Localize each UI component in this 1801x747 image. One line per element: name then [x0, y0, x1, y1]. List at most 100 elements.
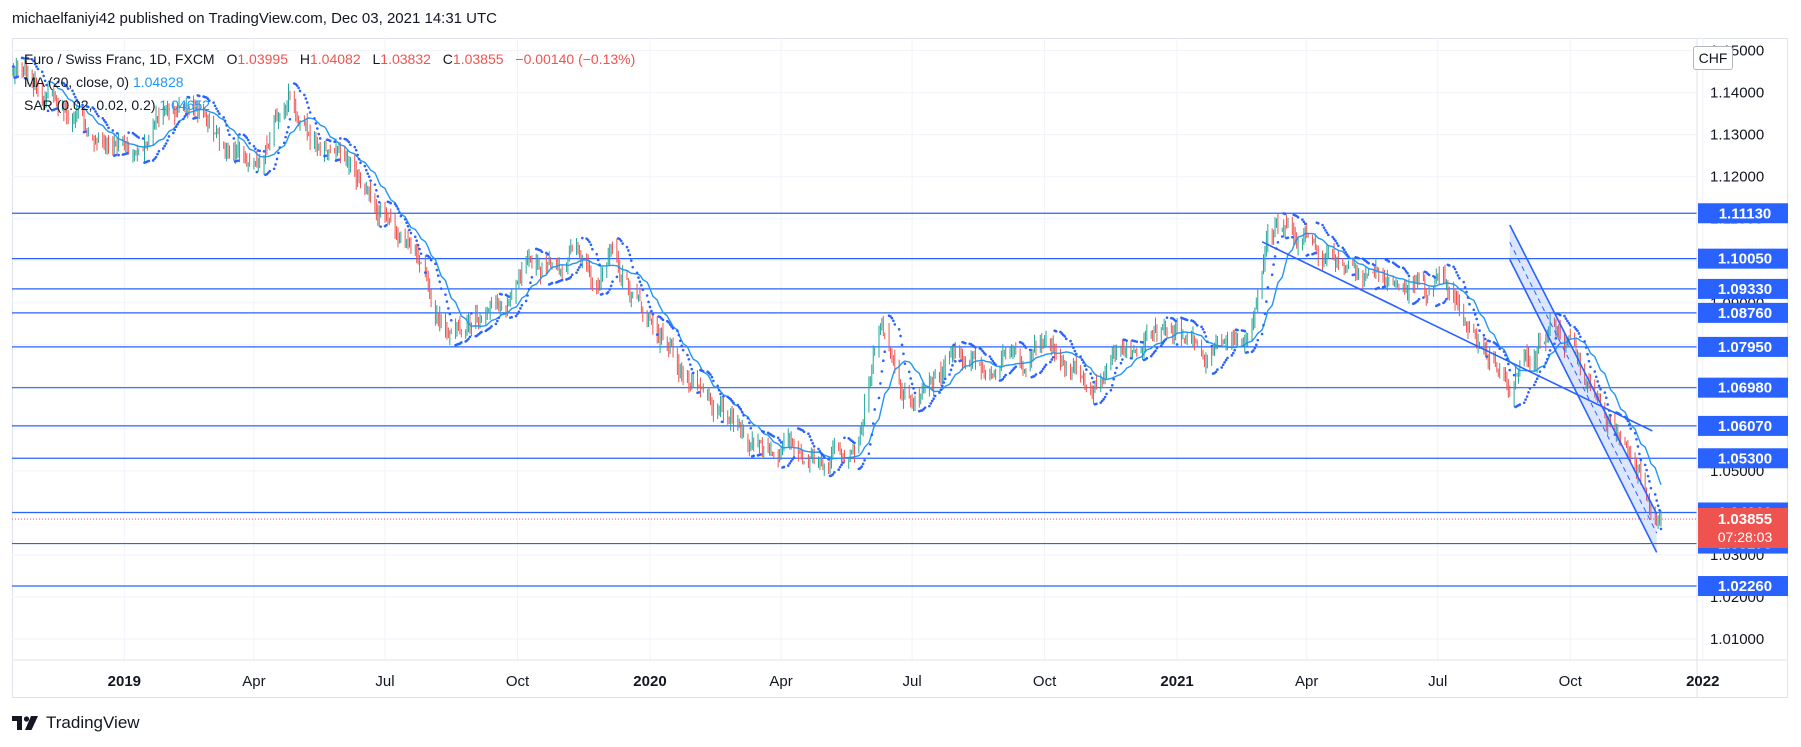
sar-dot [413, 235, 417, 239]
sar-dot [740, 410, 744, 414]
sar-dot [1586, 352, 1589, 356]
sar-dot [1403, 267, 1406, 271]
brand-name: TradingView [46, 713, 140, 732]
sar-dot [729, 397, 732, 401]
sar-dot [1014, 365, 1018, 369]
sar-dot [1204, 335, 1208, 338]
sar-dot [444, 293, 447, 296]
sar-dot [979, 347, 983, 351]
sar-dot [808, 435, 812, 438]
sar-dot [385, 223, 388, 227]
sar-dot [1283, 212, 1287, 216]
currency-button[interactable]: CHF [1693, 46, 1733, 70]
publisher-line: michaelfaniyi42 published on TradingView… [12, 10, 498, 27]
sar-dot [598, 263, 601, 267]
ma-label[interactable]: MA (20, close, 0) [24, 74, 130, 90]
sar-dot [208, 99, 211, 103]
sar-dot [1659, 527, 1663, 531]
sar-dot [167, 135, 171, 138]
sar-dot [686, 353, 689, 357]
sar-dot [1472, 308, 1476, 312]
sar-dot [589, 243, 593, 247]
sar-dot [171, 131, 175, 135]
sar-dot [1044, 363, 1048, 367]
sar-dot [964, 341, 967, 345]
sar-dot [853, 441, 856, 445]
sar-dot [994, 363, 997, 367]
sar-dot [1593, 370, 1597, 373]
sar-dot [1054, 330, 1058, 333]
level-badge [1698, 278, 1788, 299]
sar-dot [115, 132, 119, 135]
sar-dot [248, 141, 251, 145]
sar-dot [1656, 504, 1660, 507]
sar-dot [357, 157, 361, 161]
legend: Euro / Swiss Franc, 1D, FXCM O1.03995 H1… [24, 48, 635, 117]
sar-dot [1272, 263, 1275, 266]
sar-dot [1112, 377, 1116, 381]
sar-dot [176, 122, 179, 126]
sar-dot [913, 391, 917, 395]
x-tick-label: Apr [1295, 673, 1318, 690]
chart-frame [12, 38, 1788, 698]
sar-dot [373, 183, 377, 186]
sar-dot [710, 375, 714, 379]
sar-dot [1518, 403, 1522, 406]
level-badge [1698, 248, 1788, 269]
sar-dot [818, 449, 822, 453]
sar-dot [1085, 368, 1088, 371]
sar-dot [42, 74, 45, 78]
sar-dot [880, 370, 884, 373]
sar-dot [907, 370, 911, 374]
sar-dot [678, 339, 682, 343]
sar-dot [254, 147, 257, 151]
sar-dot [1069, 339, 1072, 343]
sar-dot [1344, 250, 1347, 254]
sar-dot [1528, 387, 1532, 390]
sar-dot [670, 325, 673, 328]
sar-dot [1273, 255, 1277, 258]
x-tick-label: Oct [1559, 673, 1583, 690]
sar-dot [107, 126, 110, 130]
sar-dot [65, 85, 69, 88]
sar-dot [36, 67, 40, 71]
sar-dot [526, 294, 529, 297]
sar-dot [396, 207, 400, 211]
sar-dot [460, 341, 463, 344]
sar-dot [1243, 329, 1247, 333]
sar-dot [1152, 351, 1156, 354]
sar-dot [23, 76, 27, 80]
sar-dot [1266, 286, 1270, 289]
sar-dot [1001, 377, 1005, 381]
sar-dot [1498, 347, 1501, 350]
sar-dot [890, 316, 894, 320]
sar-dot [640, 283, 643, 287]
sar-dot [1525, 395, 1529, 398]
sar-dot [641, 288, 645, 291]
sar-label[interactable]: SAR (0.02, 0.02, 0.2) [24, 97, 156, 113]
sar-dot [166, 139, 169, 142]
sar-dot [1050, 358, 1054, 361]
sar-dot [789, 459, 793, 463]
sar-dot [161, 147, 165, 150]
sar-dot [1102, 397, 1105, 401]
sar-dot [629, 259, 633, 262]
sar-dot [447, 307, 450, 310]
sar-dot [1387, 260, 1391, 263]
sar-dot [359, 161, 362, 165]
trend-drawings[interactable] [1261, 224, 1658, 553]
sar-dot [984, 353, 987, 356]
sar-dot [903, 362, 907, 365]
sar-dot [1507, 362, 1510, 366]
sar-dot [102, 119, 106, 122]
sar-dot [467, 337, 470, 341]
level-badge [1698, 336, 1788, 357]
sar-dot [274, 163, 277, 166]
sar-dot [26, 57, 30, 60]
sar-dot [611, 280, 614, 283]
symbol-label[interactable]: Euro / Swiss Franc, 1D, FXCM [24, 51, 215, 67]
sar-dot [869, 443, 872, 446]
brand-logo[interactable]: TradingView [12, 713, 140, 733]
sar-dot [900, 343, 904, 347]
